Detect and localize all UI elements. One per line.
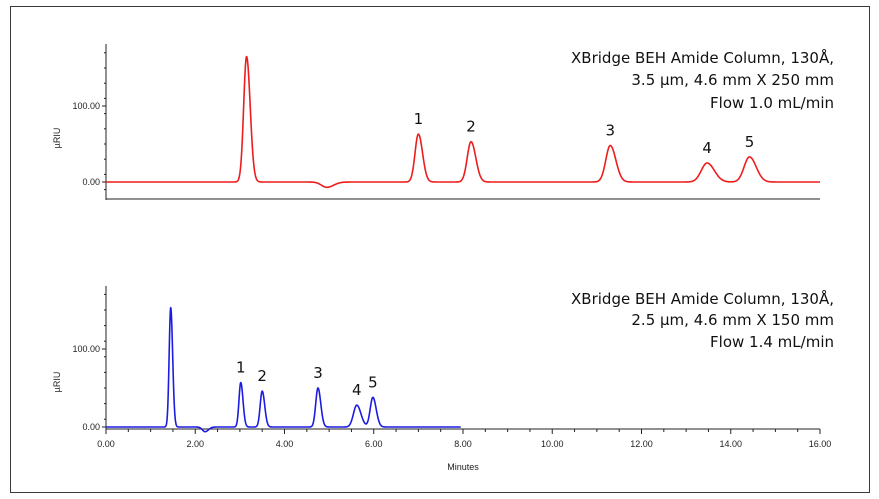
peak-label: 3 — [313, 364, 323, 382]
peak-label: 1 — [236, 359, 246, 377]
peak-label: 2 — [466, 118, 476, 136]
x-axis-label: Minutes — [447, 462, 479, 472]
y-tick-label: 0.00 — [82, 422, 100, 432]
x-tick-label: 0.00 — [97, 439, 115, 449]
peak-label: 2 — [257, 367, 267, 385]
column-caption-line: Flow 1.4 mL/min — [710, 333, 834, 351]
y-axis-label: µRIU — [52, 372, 62, 393]
chart-frame — [10, 6, 870, 493]
y-tick-label: 0.00 — [82, 177, 100, 187]
x-tick-label: 6.00 — [365, 439, 383, 449]
y-axis-label: µRIU — [52, 128, 62, 149]
peak-label: 3 — [605, 122, 615, 140]
y-tick-label: 100.00 — [72, 101, 100, 111]
column-caption-line: Flow 1.0 mL/min — [710, 94, 834, 112]
x-tick-label: 12.00 — [630, 439, 653, 449]
peak-label: 5 — [745, 133, 755, 151]
chromatogram-trace — [105, 306, 462, 433]
peak-label: 5 — [368, 373, 378, 391]
column-caption-line: 2.5 µm, 4.6 mm X 150 mm — [631, 311, 834, 329]
column-caption-line: XBridge BEH Amide Column, 130Å, — [571, 48, 834, 67]
peak-label: 1 — [414, 110, 424, 128]
x-tick-label: 14.00 — [719, 439, 742, 449]
y-tick-label: 100.00 — [72, 344, 100, 354]
column-caption-line: 3.5 µm, 4.6 mm X 250 mm — [631, 71, 834, 89]
x-tick-label: 10.00 — [541, 439, 564, 449]
column-caption-line: XBridge BEH Amide Column, 130Å, — [571, 289, 834, 308]
peak-label: 4 — [352, 381, 362, 399]
x-tick-label: 8.00 — [454, 439, 472, 449]
x-tick-label: 2.00 — [186, 439, 204, 449]
x-tick-label: 4.00 — [276, 439, 294, 449]
chromatogram-trace — [105, 55, 821, 189]
peak-label: 4 — [702, 139, 712, 157]
x-tick-label: 16.00 — [809, 439, 832, 449]
